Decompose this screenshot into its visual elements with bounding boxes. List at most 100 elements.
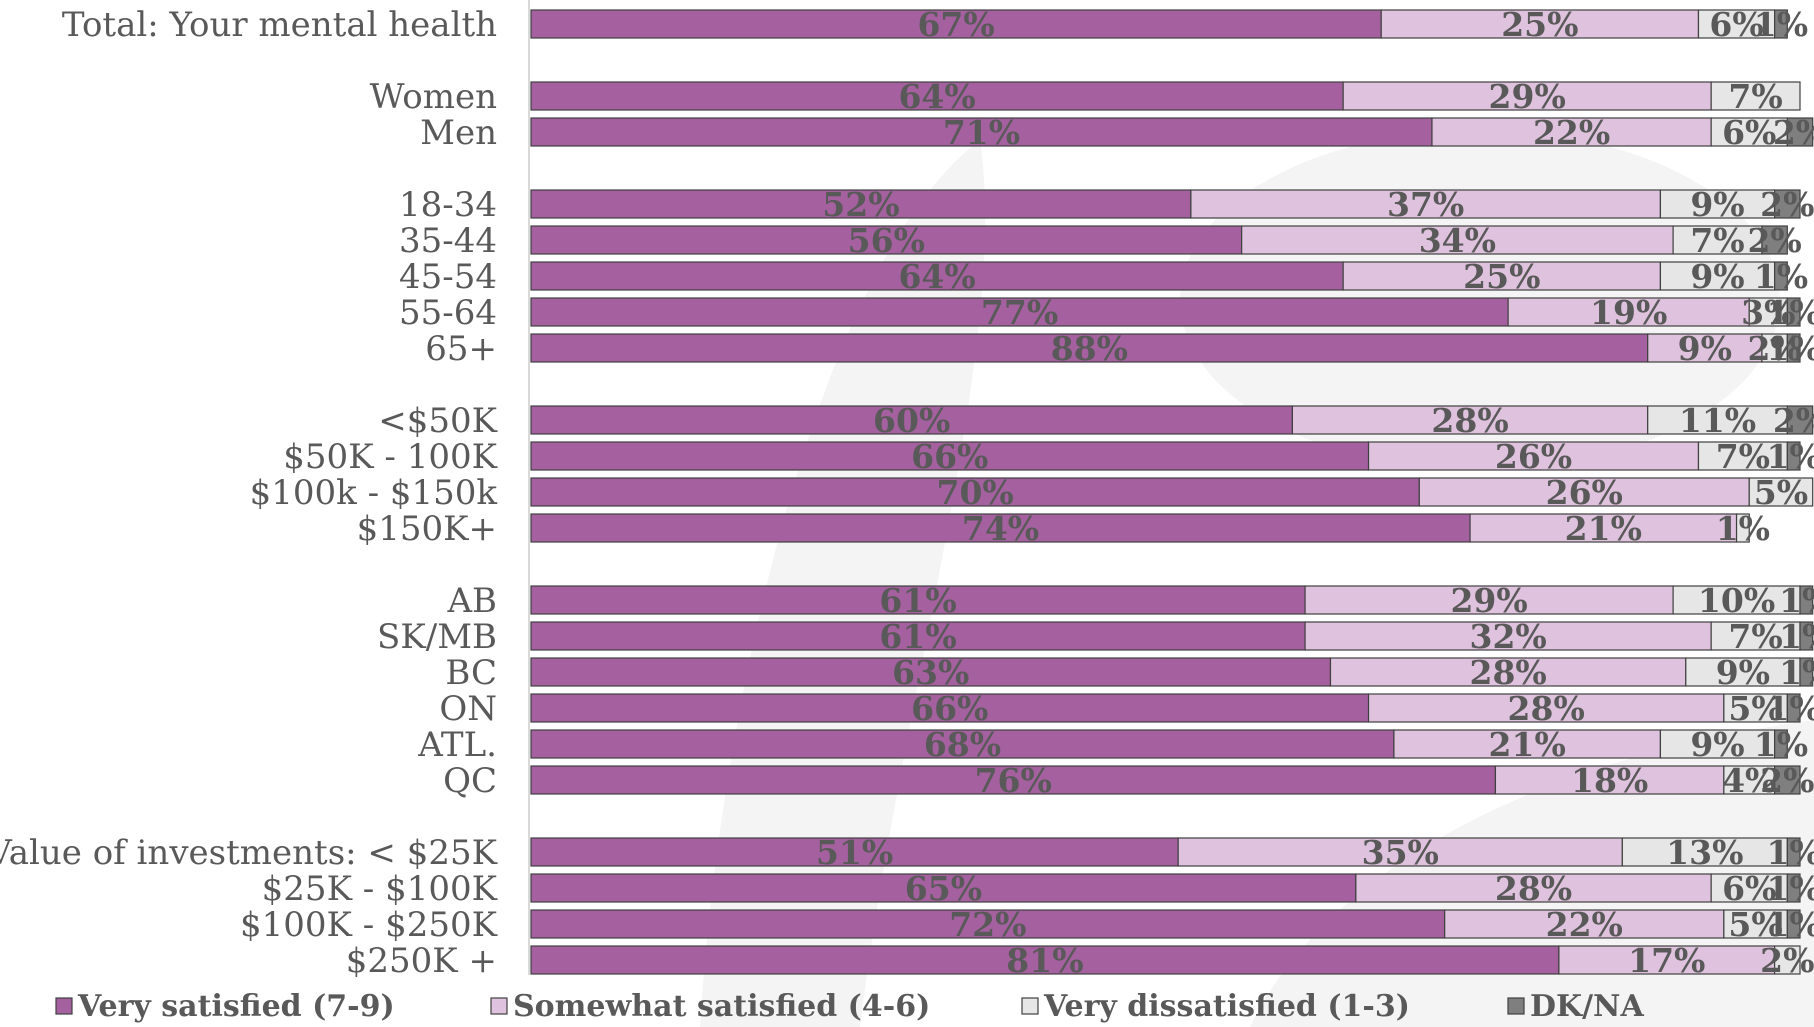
data-label: 88% (1051, 329, 1128, 368)
data-label: 13% (1666, 833, 1743, 872)
data-label: 56% (848, 221, 925, 260)
legend-label: Very satisfied (7-9) (77, 989, 395, 1024)
data-label: 9% (1690, 185, 1744, 224)
category-label: BC (445, 653, 497, 693)
data-label: 25% (1463, 257, 1540, 296)
data-label: 66% (911, 689, 988, 728)
data-label: 22% (1546, 905, 1623, 944)
data-label: 65% (905, 869, 982, 908)
data-label: 11% (1679, 401, 1756, 440)
data-label: 1% (1754, 257, 1808, 296)
data-label: 2% (1747, 221, 1801, 260)
data-label: 1% (1766, 329, 1814, 368)
legend-swatch (56, 998, 72, 1014)
category-label: 45-54 (399, 257, 497, 297)
data-label: 19% (1590, 293, 1667, 332)
category-label: ATL. (417, 725, 497, 765)
data-label: 1% (1716, 509, 1770, 548)
data-label: 17% (1628, 941, 1705, 980)
data-label: 51% (816, 833, 893, 872)
data-label: 5% (1754, 473, 1808, 512)
data-label: 77% (981, 293, 1058, 332)
data-label: 7% (1728, 77, 1782, 116)
data-label: 61% (879, 617, 956, 656)
data-label: 21% (1489, 725, 1566, 764)
category-label: 18-34 (399, 185, 497, 225)
legend-swatch (1022, 998, 1038, 1014)
data-label: 1% (1766, 437, 1814, 476)
legend-label: DK/NA (1530, 989, 1644, 1024)
data-label: 29% (1450, 581, 1527, 620)
category-label: $250K + (346, 941, 497, 981)
category-label: ON (439, 689, 497, 729)
data-label: 61% (879, 581, 956, 620)
data-label: 22% (1533, 113, 1610, 152)
category-label: QC (443, 761, 497, 801)
category-label: 55-64 (399, 293, 497, 333)
data-label: 63% (892, 653, 969, 692)
data-label: 2% (1773, 401, 1814, 440)
data-label: 64% (898, 257, 975, 296)
data-label: 72% (949, 905, 1026, 944)
data-label: 60% (873, 401, 950, 440)
data-label: 28% (1431, 401, 1508, 440)
data-label: 6% (1722, 113, 1776, 152)
category-label: $25K - $100K (262, 869, 498, 909)
data-label: 1% (1766, 905, 1814, 944)
data-label: 7% (1690, 221, 1744, 260)
data-label: 7% (1728, 617, 1782, 656)
data-label: 1% (1779, 653, 1814, 692)
category-label: 35-44 (399, 221, 497, 261)
data-label: 9% (1690, 257, 1744, 296)
category-label: 65+ (425, 329, 497, 369)
data-label: 2% (1760, 185, 1814, 224)
data-label: 66% (911, 437, 988, 476)
data-label: 1% (1766, 833, 1814, 872)
data-label: 9% (1716, 653, 1770, 692)
data-label: 7% (1716, 437, 1770, 476)
data-label: 26% (1495, 437, 1572, 476)
legend-swatch (491, 998, 507, 1014)
category-label: Total: Your mental health (62, 5, 497, 45)
data-label: 2% (1760, 761, 1814, 800)
data-label: 18% (1571, 761, 1648, 800)
data-label: 1% (1779, 617, 1814, 656)
data-label: 1% (1754, 725, 1808, 764)
data-label: 76% (975, 761, 1052, 800)
category-label: $50K - 100K (283, 437, 497, 477)
data-label: 1% (1766, 293, 1814, 332)
data-label: 34% (1419, 221, 1496, 260)
data-label: 1% (1766, 869, 1814, 908)
data-label: 2% (1773, 113, 1814, 152)
data-label: 2% (1760, 941, 1814, 980)
category-label: AB (446, 581, 497, 621)
data-label: 28% (1469, 653, 1546, 692)
data-label: 28% (1508, 689, 1585, 728)
category-label: Women (370, 77, 497, 117)
category-label: $150K+ (357, 509, 497, 549)
data-label: 1% (1779, 581, 1814, 620)
data-label: 64% (898, 77, 975, 116)
category-label: $100k - $150k (250, 473, 498, 513)
category-label: <$50K (378, 401, 497, 441)
legend: Very satisfied (7-9) Somewhat satisfied (… (56, 989, 1644, 1024)
category-label: SK/MB (377, 617, 497, 657)
data-label: 81% (1006, 941, 1083, 980)
data-label: 68% (924, 725, 1001, 764)
data-label: 37% (1387, 185, 1464, 224)
legend-label: Very dissatisfied (1-3) (1043, 989, 1410, 1024)
category-label: $100K - $250K (240, 905, 498, 945)
legend-swatch (1508, 998, 1524, 1014)
data-label: 67% (917, 5, 994, 44)
data-label: 71% (943, 113, 1020, 152)
data-label: 32% (1469, 617, 1546, 656)
data-label: 70% (937, 473, 1014, 512)
data-label: 26% (1546, 473, 1623, 512)
data-label: 9% (1690, 725, 1744, 764)
category-label: Men (420, 113, 497, 153)
data-label: 1% (1754, 5, 1808, 44)
category-label: Value of investments: < $25K (0, 833, 498, 873)
data-label: 25% (1501, 5, 1578, 44)
data-label: 29% (1489, 77, 1566, 116)
data-label: 74% (962, 509, 1039, 548)
